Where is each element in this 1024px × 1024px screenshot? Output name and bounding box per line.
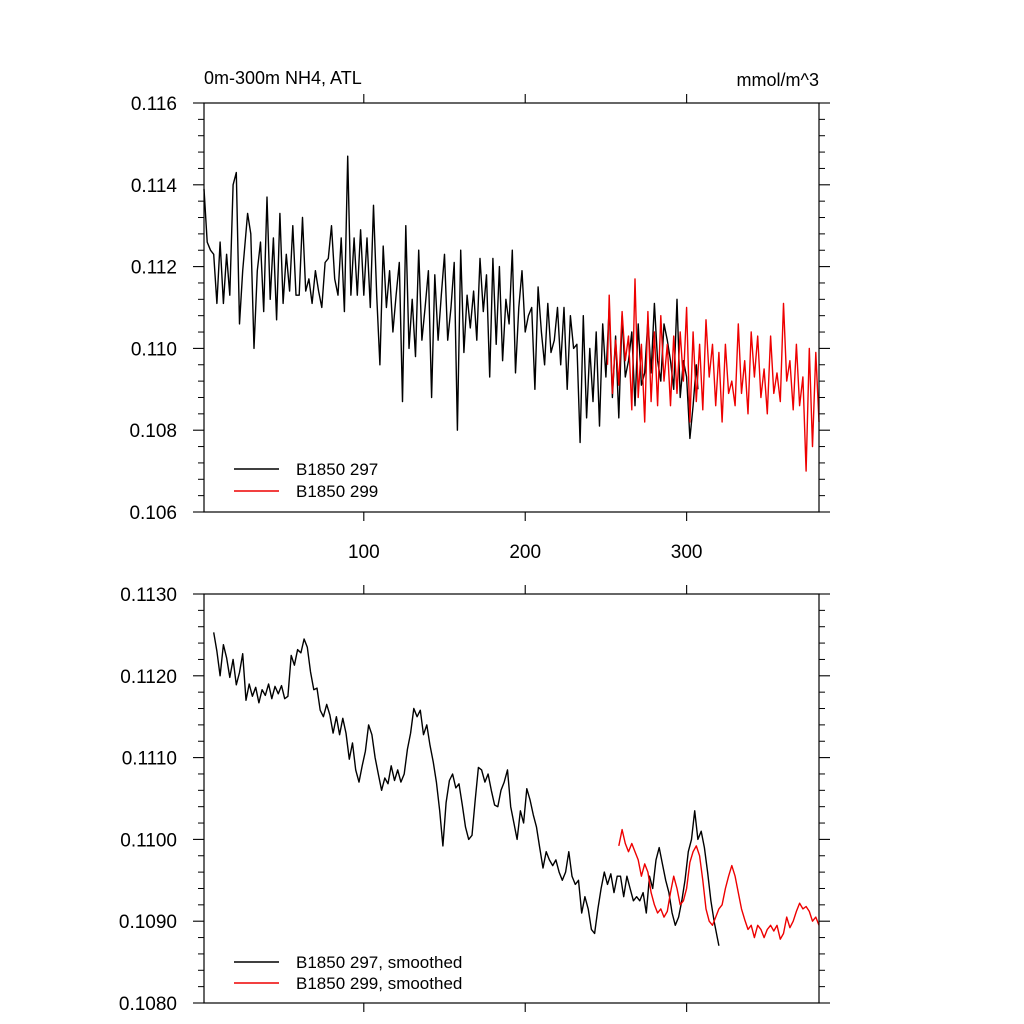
top-y-tick-label: 0.108 (129, 421, 177, 442)
top-y-tick-label: 0.110 (131, 339, 177, 360)
bottom-y-tick-label: 0.1110 (122, 749, 177, 770)
bottom-y-tick-label: 0.1090 (119, 912, 177, 933)
top-y-tick-label: 0.116 (131, 94, 177, 115)
top-legend-label-299: B1850 299 (296, 482, 378, 501)
top-axes-layer: 0.106 0.108 0.110 0.112 0.114 0.116 100 200 300 (129, 94, 830, 563)
bottom-panel: 0.1080 0.1090 0.1100 0.1110 0.1120 0.1130 B18… (119, 585, 830, 1015)
top-series-line-1 (606, 278, 820, 472)
top-y-tick-label: 0.114 (131, 176, 178, 197)
top-plot-frame (203, 102, 820, 513)
bottom-series-line-0 (213, 632, 720, 946)
top-x-tick-label: 300 (671, 542, 703, 563)
top-chart-title: 0m-300m NH4, ATL (204, 68, 362, 88)
top-y-tick-label: 0.112 (131, 258, 177, 279)
bottom-axes-layer: 0.1080 0.1090 0.1100 0.1110 0.1120 0.1130 (119, 585, 830, 1015)
top-x-tick-label: 100 (348, 542, 380, 563)
top-series-layer (203, 155, 820, 472)
bottom-y-tick-label: 0.1120 (120, 667, 177, 688)
bottom-y-tick-label: 0.1100 (120, 830, 177, 851)
top-units-label: mmol/m^3 (737, 70, 819, 90)
bottom-legend-label-299: B1850 299, smoothed (296, 974, 462, 993)
bottom-y-tick-label: 0.1130 (120, 585, 177, 606)
top-legend: B1850 297 B1850 299 (234, 460, 378, 501)
bottom-legend-label-297: B1850 297, smoothed (296, 953, 462, 972)
top-legend-label-297: B1850 297 (296, 460, 378, 479)
bottom-series-layer (213, 632, 820, 946)
bottom-y-tick-label: 0.1080 (119, 994, 177, 1015)
top-y-tick-label: 0.106 (129, 503, 177, 524)
top-series-line-0 (203, 155, 699, 444)
bottom-plot-frame (203, 593, 820, 1004)
top-x-tick-label: 200 (509, 542, 541, 563)
bottom-series-line-1 (618, 828, 820, 940)
bottom-legend: B1850 297, smoothed B1850 299, smoothed (234, 953, 462, 993)
